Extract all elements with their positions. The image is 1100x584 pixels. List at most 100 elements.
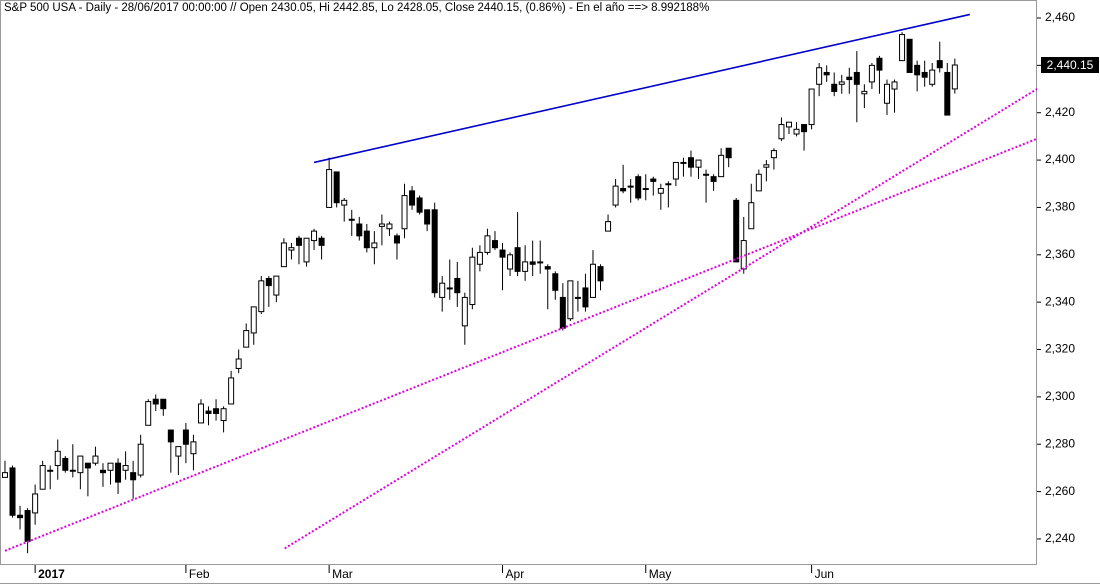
candle-body — [552, 273, 559, 291]
candle-body — [544, 266, 551, 270]
candle-body — [507, 254, 514, 270]
candle-body — [77, 455, 84, 474]
candle-body — [620, 187, 627, 192]
candle-body — [280, 242, 287, 268]
y-tick-label: 2,340 — [1045, 294, 1075, 308]
x-tick-label: Apr — [506, 567, 525, 581]
candle-body — [748, 202, 755, 230]
candle-body — [99, 469, 106, 474]
candle-body — [431, 209, 438, 294]
candle-body — [461, 296, 468, 327]
candle-body — [107, 462, 114, 471]
candle-body — [137, 443, 144, 476]
candle-body — [213, 408, 220, 414]
candle-body — [484, 235, 491, 253]
candle-body — [84, 462, 91, 469]
y-tick-label: 2,380 — [1045, 200, 1075, 214]
candle-body — [491, 240, 498, 249]
x-tick-label: Jun — [815, 567, 834, 581]
candle-body — [9, 467, 16, 516]
y-tick-label: 2,420 — [1045, 105, 1075, 119]
candle-body — [197, 403, 204, 424]
candle-body — [235, 358, 242, 369]
candle-body — [32, 493, 39, 514]
candle-body — [250, 306, 257, 334]
candle-body — [288, 247, 295, 251]
candle-body — [152, 398, 159, 405]
x-tick-label: May — [649, 567, 672, 581]
candle-body — [439, 282, 446, 298]
candle-body — [409, 190, 416, 206]
candle-body — [333, 171, 340, 204]
y-tick-label: 2,240 — [1045, 531, 1075, 545]
candle-body — [416, 197, 423, 213]
candle-body — [635, 176, 642, 199]
candle-body — [831, 83, 838, 92]
candle-body — [589, 263, 596, 298]
candle-body — [846, 76, 853, 81]
candle-body — [476, 251, 483, 265]
trendline — [4, 137, 1037, 552]
candle-body — [785, 121, 792, 128]
candle-body — [936, 60, 943, 69]
trendline — [284, 88, 1037, 550]
candle-body — [167, 429, 174, 443]
candle-body — [243, 330, 250, 348]
candle-body — [228, 377, 235, 405]
y-tick-label: 2,300 — [1045, 389, 1075, 403]
candle-body — [597, 266, 604, 282]
candle-body — [816, 67, 823, 85]
candle-body — [326, 169, 333, 208]
y-tick-label: 2,320 — [1045, 342, 1075, 356]
candle-body — [522, 261, 529, 272]
candle-body — [386, 223, 393, 230]
candle-body — [160, 398, 167, 410]
candle-body — [1, 472, 8, 478]
candle-body — [311, 230, 318, 242]
candle-body — [612, 185, 619, 206]
candle-body — [929, 69, 936, 85]
candle-body — [718, 154, 725, 178]
candle-body — [401, 195, 408, 230]
candle-body — [303, 237, 310, 263]
candle-body — [145, 401, 152, 426]
candle-body — [356, 223, 363, 237]
candle-body — [906, 38, 913, 73]
candle-body — [883, 83, 890, 104]
candle-body — [838, 81, 845, 85]
candle-body — [914, 64, 921, 76]
candle-body — [725, 147, 732, 159]
candle-body — [39, 465, 46, 490]
candle-body — [763, 164, 770, 168]
candle-body — [273, 275, 280, 296]
x-tick-label: Mar — [332, 567, 353, 581]
candle-body — [341, 199, 348, 206]
candle-body — [469, 256, 476, 306]
candle-body — [348, 218, 355, 221]
candle-body — [853, 71, 860, 85]
candle-body — [371, 242, 378, 249]
candle-body — [650, 178, 657, 182]
candle-body — [823, 71, 830, 76]
y-tick-label: 2,400 — [1045, 152, 1075, 166]
x-tick-label: 2017 — [38, 567, 65, 581]
candle-body — [951, 64, 958, 90]
candle-body — [559, 296, 566, 329]
plot-frame — [0, 0, 1037, 565]
candle-body — [446, 287, 453, 290]
candle-body — [454, 277, 461, 294]
candle-body — [363, 230, 370, 249]
plot-area — [1, 13, 1037, 554]
candle-body — [665, 183, 672, 186]
candle-body — [801, 124, 808, 133]
candle-body — [378, 223, 385, 227]
candle-body — [808, 88, 815, 126]
y-tick-label: 2,360 — [1045, 247, 1075, 261]
candle-body — [899, 34, 906, 62]
candle-body — [703, 173, 710, 176]
candle-body — [695, 159, 702, 168]
last-price-label: 2,440.15 — [1047, 58, 1094, 72]
candle-body — [567, 280, 574, 320]
candle-body — [318, 237, 325, 246]
